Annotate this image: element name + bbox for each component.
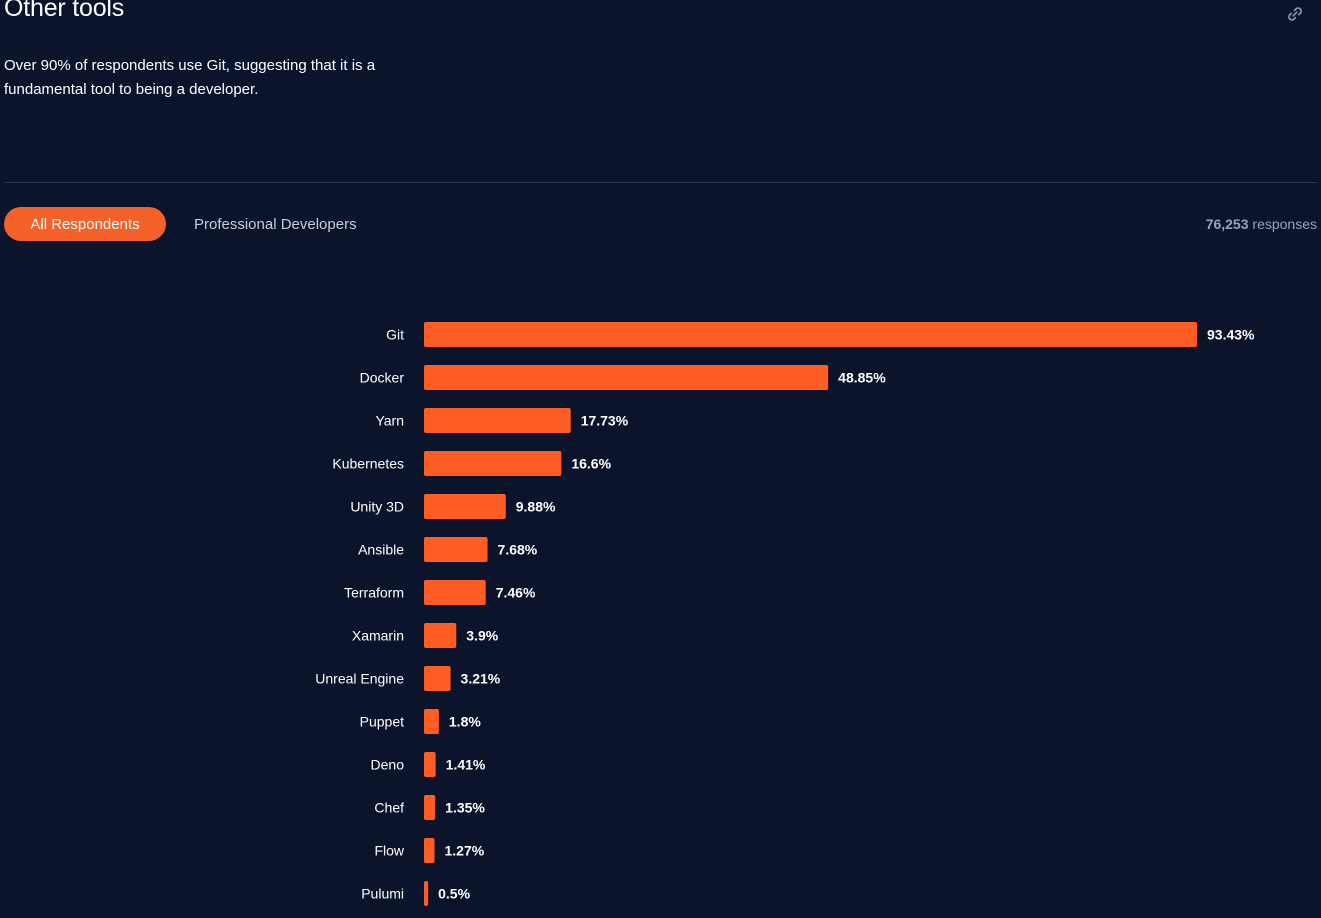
respondent-tabs: All Respondents Professional Developers [4, 207, 381, 241]
bar-ansible[interactable] [424, 537, 488, 562]
bar-label-kubernetes: Kubernetes [332, 456, 404, 472]
link-icon[interactable] [1285, 4, 1305, 24]
bar-yarn[interactable] [424, 408, 571, 433]
bar-label-unreal-engine: Unreal Engine [315, 671, 404, 687]
bar-value-puppet: 1.8% [449, 714, 481, 730]
bar-value-git: 93.43% [1207, 327, 1255, 343]
divider [4, 182, 1317, 183]
bar-label-flow: Flow [374, 843, 404, 859]
bar-label-chef: Chef [374, 800, 404, 816]
bar-label-pulumi: Pulumi [361, 886, 404, 902]
responses-count: 76,253 responses [1206, 216, 1317, 232]
bar-chef[interactable] [424, 795, 436, 820]
bar-kubernetes[interactable] [424, 451, 562, 476]
bar-value-unity-3d: 9.88% [516, 499, 556, 515]
bar-unreal-engine[interactable] [424, 666, 451, 691]
bar-puppet[interactable] [424, 709, 439, 734]
description: Over 90% of respondents use Git, suggest… [4, 57, 376, 98]
bar-label-puppet: Puppet [360, 714, 404, 730]
bar-deno[interactable] [424, 752, 436, 777]
bar-xamarin[interactable] [424, 623, 457, 648]
bar-value-kubernetes: 16.6% [571, 456, 611, 472]
bar-label-git: Git [386, 327, 404, 343]
bar-value-chef: 1.35% [445, 800, 485, 816]
bar-value-deno: 1.41% [446, 757, 486, 773]
bar-value-ansible: 7.68% [498, 542, 538, 558]
bar-label-yarn: Yarn [375, 413, 404, 429]
tab-all-respondents[interactable]: All Respondents [4, 207, 166, 241]
bar-value-terraform: 7.46% [496, 585, 536, 601]
bar-label-deno: Deno [371, 757, 405, 773]
tab-professional-developers[interactable]: Professional Developers [194, 215, 357, 233]
bar-label-unity-3d: Unity 3D [350, 499, 404, 515]
bar-terraform[interactable] [424, 580, 486, 605]
bar-docker[interactable] [424, 365, 829, 390]
bar-value-pulumi: 0.5% [438, 886, 470, 902]
bar-value-flow: 1.27% [445, 843, 485, 859]
bar-value-xamarin: 3.9% [466, 628, 498, 644]
bar-label-terraform: Terraform [344, 585, 404, 601]
bar-label-ansible: Ansible [358, 542, 404, 558]
bar-label-xamarin: Xamarin [352, 628, 404, 644]
bar-unity-3d[interactable] [424, 494, 506, 519]
bar-flow[interactable] [424, 838, 435, 863]
bar-git[interactable] [424, 322, 1197, 347]
bar-chart: Git 93.43% Docker 48.85% Yarn 17.73% Kubernete… [315, 322, 1255, 906]
bar-value-unreal-engine: 3.21% [461, 671, 501, 687]
responses-number: 76,253 [1205, 216, 1249, 232]
responses-label: responses [1252, 216, 1317, 232]
bar-value-yarn: 17.73% [581, 413, 629, 429]
bar-value-docker: 48.85% [838, 370, 886, 386]
bar-pulumi[interactable] [424, 881, 429, 906]
bar-label-docker: Docker [360, 370, 405, 386]
page-title: Other tools [4, 0, 125, 22]
